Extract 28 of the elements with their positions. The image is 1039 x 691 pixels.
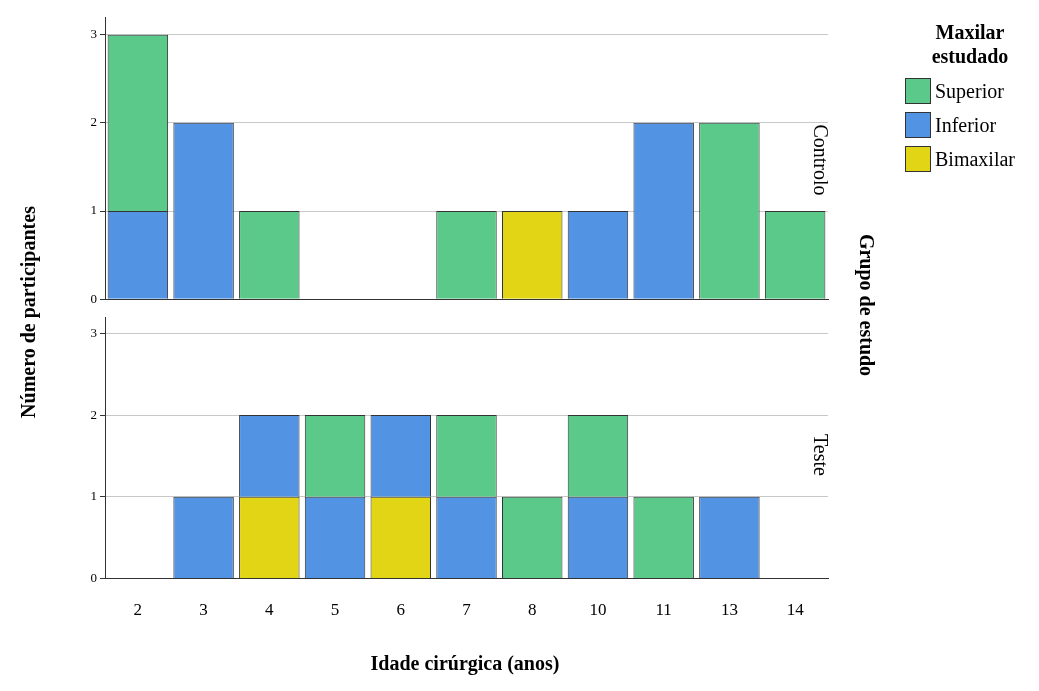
y-tick-label: 2 <box>90 406 97 422</box>
x-axis-title: Idade cirúrgica (anos) <box>370 652 560 675</box>
y-tick-label: 3 <box>90 26 97 42</box>
y-tick-label: 1 <box>90 488 97 504</box>
legend-label: Inferior <box>935 113 997 137</box>
x-tick-label: 7 <box>462 600 472 620</box>
x-tick-label: 8 <box>527 600 537 620</box>
text: Controlo <box>808 124 832 196</box>
legend-title: Maxilar estudado <box>930 20 1010 68</box>
x-tick-label: 6 <box>396 600 406 620</box>
x-tick-label: 5 <box>330 600 340 620</box>
x-tick-label: 14 <box>786 600 805 620</box>
y-tick-label: 0 <box>90 290 97 306</box>
x-tick-label: 11 <box>655 600 672 620</box>
x-tick-label: 10 <box>589 600 607 620</box>
legend-label: Bimaxilar <box>935 147 1015 171</box>
x-tick-label: 2 <box>133 600 143 620</box>
text: Teste <box>808 434 832 476</box>
legend-label: Superior <box>935 79 1004 103</box>
y-tick-label: 0 <box>90 570 97 586</box>
y-tick-label: 3 <box>90 324 97 340</box>
y-axis-title: Número de participantes <box>16 206 40 418</box>
y-tick-label: 1 <box>90 202 97 218</box>
x-tick-label: 13 <box>720 600 738 620</box>
y-tick-label: 2 <box>90 114 97 130</box>
y2-axis-title: Grupo de estudo <box>854 233 878 377</box>
x-tick-label: 3 <box>199 600 208 620</box>
x-tick-label: 4 <box>265 600 275 620</box>
